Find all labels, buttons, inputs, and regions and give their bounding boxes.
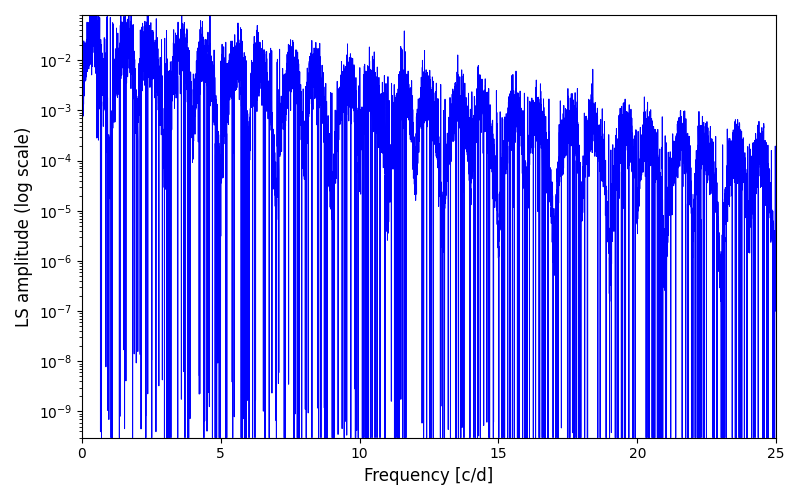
X-axis label: Frequency [c/d]: Frequency [c/d] xyxy=(364,467,494,485)
Y-axis label: LS amplitude (log scale): LS amplitude (log scale) xyxy=(15,126,33,326)
